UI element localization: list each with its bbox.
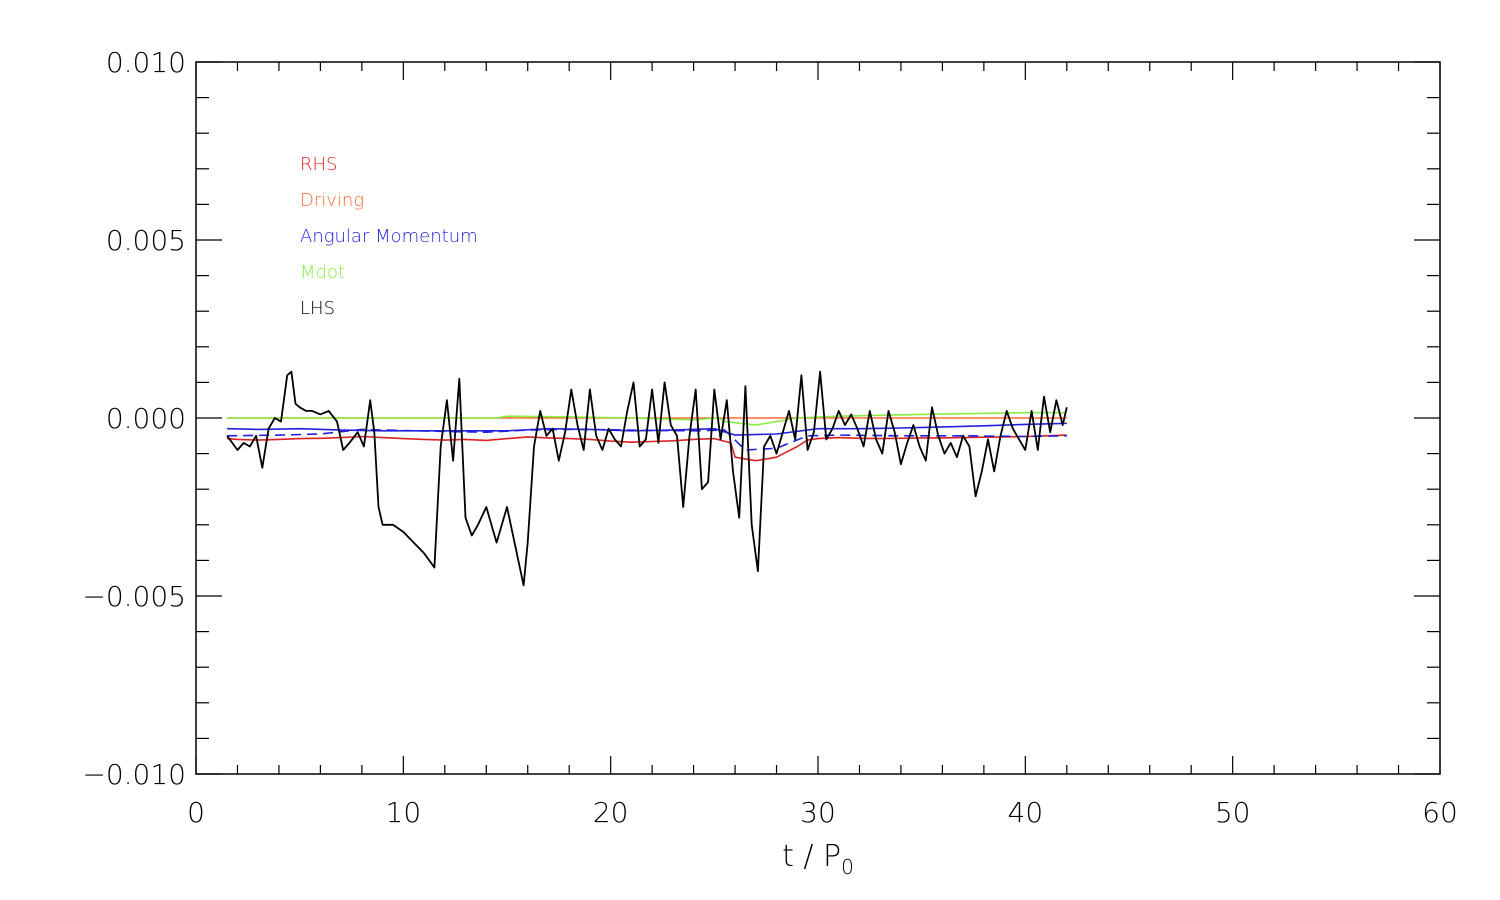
y-tick-label: 0.000 xyxy=(106,402,186,435)
legend: RHS Driving Angular Momentum Mdot LHS xyxy=(300,154,478,319)
legend-entry: Driving xyxy=(300,190,364,211)
legend-entry: Mdot xyxy=(300,262,345,283)
series-line-rhs xyxy=(227,434,1067,462)
series-lines xyxy=(226,370,1068,587)
y-tick-label: −0.005 xyxy=(82,580,186,613)
x-tick-label: 50 xyxy=(1215,796,1251,829)
x-tick-label: 30 xyxy=(800,796,836,829)
series-line-lhs xyxy=(226,370,1068,587)
x-axis-title-subscript: 0 xyxy=(841,855,854,879)
legend-entry: RHS xyxy=(300,154,337,175)
x-tick-label: 60 xyxy=(1422,796,1458,829)
x-axis-title: t / P0 xyxy=(782,839,854,879)
x-tick-label: 0 xyxy=(187,796,205,829)
series-line-angular-momentum-dashed xyxy=(227,428,1067,451)
legend-entry: LHS xyxy=(300,298,335,319)
axis-ticks xyxy=(195,61,1441,775)
series-line-mdot xyxy=(227,411,1067,426)
y-tick-label: 0.010 xyxy=(106,46,186,79)
y-tick-label: −0.010 xyxy=(82,758,186,791)
y-tick-label: 0.005 xyxy=(106,224,186,257)
x-tick-label: 40 xyxy=(1008,796,1044,829)
x-axis-title-main: t / P xyxy=(782,839,841,874)
x-tick-label: 20 xyxy=(593,796,629,829)
legend-entry: Angular Momentum xyxy=(300,226,478,247)
x-tick-label: 10 xyxy=(386,796,422,829)
axis-tick-labels: 0 10 20 30 40 50 60 −0.010 −0.005 0.000 0.005 0.010 xyxy=(82,46,1457,829)
